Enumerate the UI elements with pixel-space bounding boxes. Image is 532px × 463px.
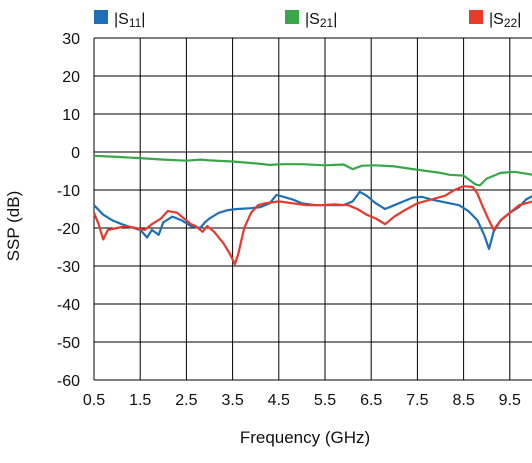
y-tick-label: -10 (57, 183, 80, 200)
legend-item: |S11| (94, 10, 145, 30)
y-tick-label: 30 (62, 31, 80, 48)
x-tick-label: 5.5 (314, 392, 336, 409)
grid-layer (93, 37, 532, 381)
x-tick-label: 1.5 (129, 392, 151, 409)
series-line-s22 (92, 185, 532, 266)
x-tick-label: 0.5 (83, 392, 105, 409)
y-tick-label: 20 (62, 69, 80, 86)
series-line-s21 (93, 154, 532, 187)
y-tick-label: 10 (62, 107, 80, 124)
x-tick-label: 3.5 (221, 392, 243, 409)
x-tick-label: 8.5 (452, 392, 474, 409)
legend-swatch (285, 10, 299, 24)
axes-layer: 30 20 10 0 -10 -20 -30 -40 -50 -600.5 1.5 2.5 3.5 4.5… (57, 31, 521, 409)
x-tick-label: 6.5 (360, 392, 382, 409)
x-tick-label: 2.5 (175, 392, 197, 409)
y-axis-label: SSP (dB) (4, 191, 23, 262)
y-tick-label: -50 (57, 335, 80, 352)
y-tick-label: -30 (57, 259, 80, 276)
y-tick-label: -20 (57, 221, 80, 238)
x-tick-label: 4.5 (268, 392, 290, 409)
x-tick-label: 7.5 (406, 392, 428, 409)
legend-swatch (469, 10, 483, 24)
legend-item: |S21| (285, 10, 337, 30)
legend-label: |S11| (114, 11, 145, 30)
legend-label: |S22| (489, 11, 521, 30)
legend-item: |S22| (469, 10, 521, 30)
x-axis-label: Frequency (GHz) (240, 428, 370, 447)
x-tick-label: 9.5 (499, 392, 521, 409)
plot-area (94, 38, 532, 380)
series-layer (92, 154, 532, 266)
y-tick-label: -60 (57, 373, 80, 390)
legend-swatch (94, 10, 108, 24)
y-tick-label: 0 (71, 145, 80, 162)
y-tick-label: -40 (57, 297, 80, 314)
legend: |S11| |S21| |S22| (94, 10, 521, 30)
legend-label: |S21| (305, 11, 337, 30)
